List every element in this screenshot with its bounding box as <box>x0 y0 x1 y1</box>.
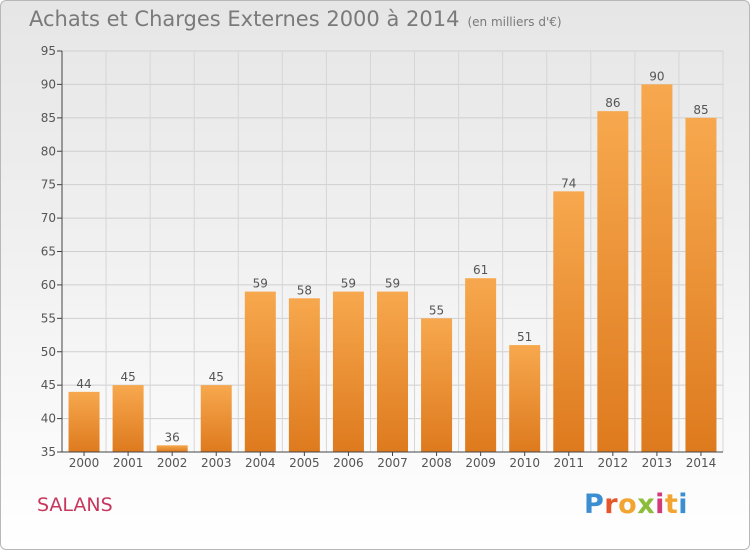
y-tick-label: 60 <box>41 278 56 292</box>
y-tick-label: 85 <box>41 111 56 125</box>
x-tick-label: 2006 <box>333 456 364 470</box>
data-label: 58 <box>297 283 312 297</box>
y-tick-label: 80 <box>41 144 56 158</box>
y-tick-label: 35 <box>41 445 56 459</box>
logo-letter: t <box>664 489 679 520</box>
x-tick-label: 2013 <box>642 456 673 470</box>
logo-letter: i <box>655 489 665 520</box>
data-label: 59 <box>385 277 400 291</box>
x-tick-label: 2014 <box>686 456 717 470</box>
y-tick-label: 70 <box>41 211 56 225</box>
bar <box>641 84 673 453</box>
x-tick-label: 2005 <box>289 456 320 470</box>
y-tick-label: 40 <box>41 412 56 426</box>
y-tick-label: 55 <box>41 311 56 325</box>
data-label: 44 <box>76 377 91 391</box>
data-label: 74 <box>561 176 576 190</box>
logo-letter: r <box>604 489 619 520</box>
bar <box>244 291 276 452</box>
x-tick-label: 2010 <box>509 456 540 470</box>
bar <box>421 318 453 452</box>
y-tick-label: 50 <box>41 345 56 359</box>
x-tick-label: 2004 <box>245 456 276 470</box>
data-label: 59 <box>341 277 356 291</box>
logo-letter: i <box>678 489 689 520</box>
bar <box>377 291 408 452</box>
bar <box>597 111 629 453</box>
x-tick-label: 2012 <box>598 456 629 470</box>
data-label: 86 <box>605 96 620 110</box>
data-label: 51 <box>517 330 532 344</box>
chart-title-text: Achats et Charges Externes 2000 à 2014 <box>29 7 460 31</box>
chart-subtitle: (en milliers d'€) <box>467 15 562 29</box>
x-tick-label: 2002 <box>157 456 188 470</box>
chart-title: Achats et Charges Externes 2000 à 2014 (e… <box>29 7 562 31</box>
bar <box>465 278 497 452</box>
bar <box>200 385 232 452</box>
x-tick-label: 2000 <box>69 456 100 470</box>
data-label: 55 <box>429 303 444 317</box>
data-label: 36 <box>165 430 180 444</box>
x-tick-label: 2007 <box>377 456 408 470</box>
x-tick-label: 2001 <box>113 456 144 470</box>
proxiti-logo: Proxiti <box>584 489 688 520</box>
logo-letter: o <box>618 489 638 520</box>
bar <box>509 345 541 452</box>
data-label: 45 <box>209 370 224 384</box>
logo-letter: x <box>637 489 656 520</box>
bar <box>332 291 364 452</box>
data-label: 85 <box>693 103 708 117</box>
y-tick-label: 45 <box>41 378 56 392</box>
x-tick-label: 2003 <box>201 456 232 470</box>
y-tick-label: 95 <box>41 44 56 58</box>
x-tick-label: 2009 <box>465 456 496 470</box>
data-label: 45 <box>120 370 135 384</box>
x-tick-label: 2008 <box>421 456 452 470</box>
commune-name: SALANS <box>37 494 113 516</box>
bar <box>553 191 585 452</box>
data-label: 90 <box>649 69 664 83</box>
bars: 44 45 36 45 59 58 59 59 55 61 51 74 86 90 85 <box>68 69 717 453</box>
data-label: 59 <box>253 277 268 291</box>
bar <box>112 385 144 452</box>
y-tick-label: 75 <box>41 178 56 192</box>
bar <box>156 445 188 452</box>
bar <box>685 117 717 452</box>
bar <box>288 298 320 452</box>
data-label: 61 <box>473 263 488 277</box>
axes: 35 40 45 50 55 60 65 70 75 80 85 90 95 2000 2001 2002 20… <box>41 44 723 470</box>
x-tick-label: 2011 <box>553 456 584 470</box>
y-tick-label: 90 <box>41 77 56 91</box>
logo-letter: P <box>584 489 605 520</box>
bar <box>68 391 100 452</box>
y-tick-label: 65 <box>41 245 56 259</box>
